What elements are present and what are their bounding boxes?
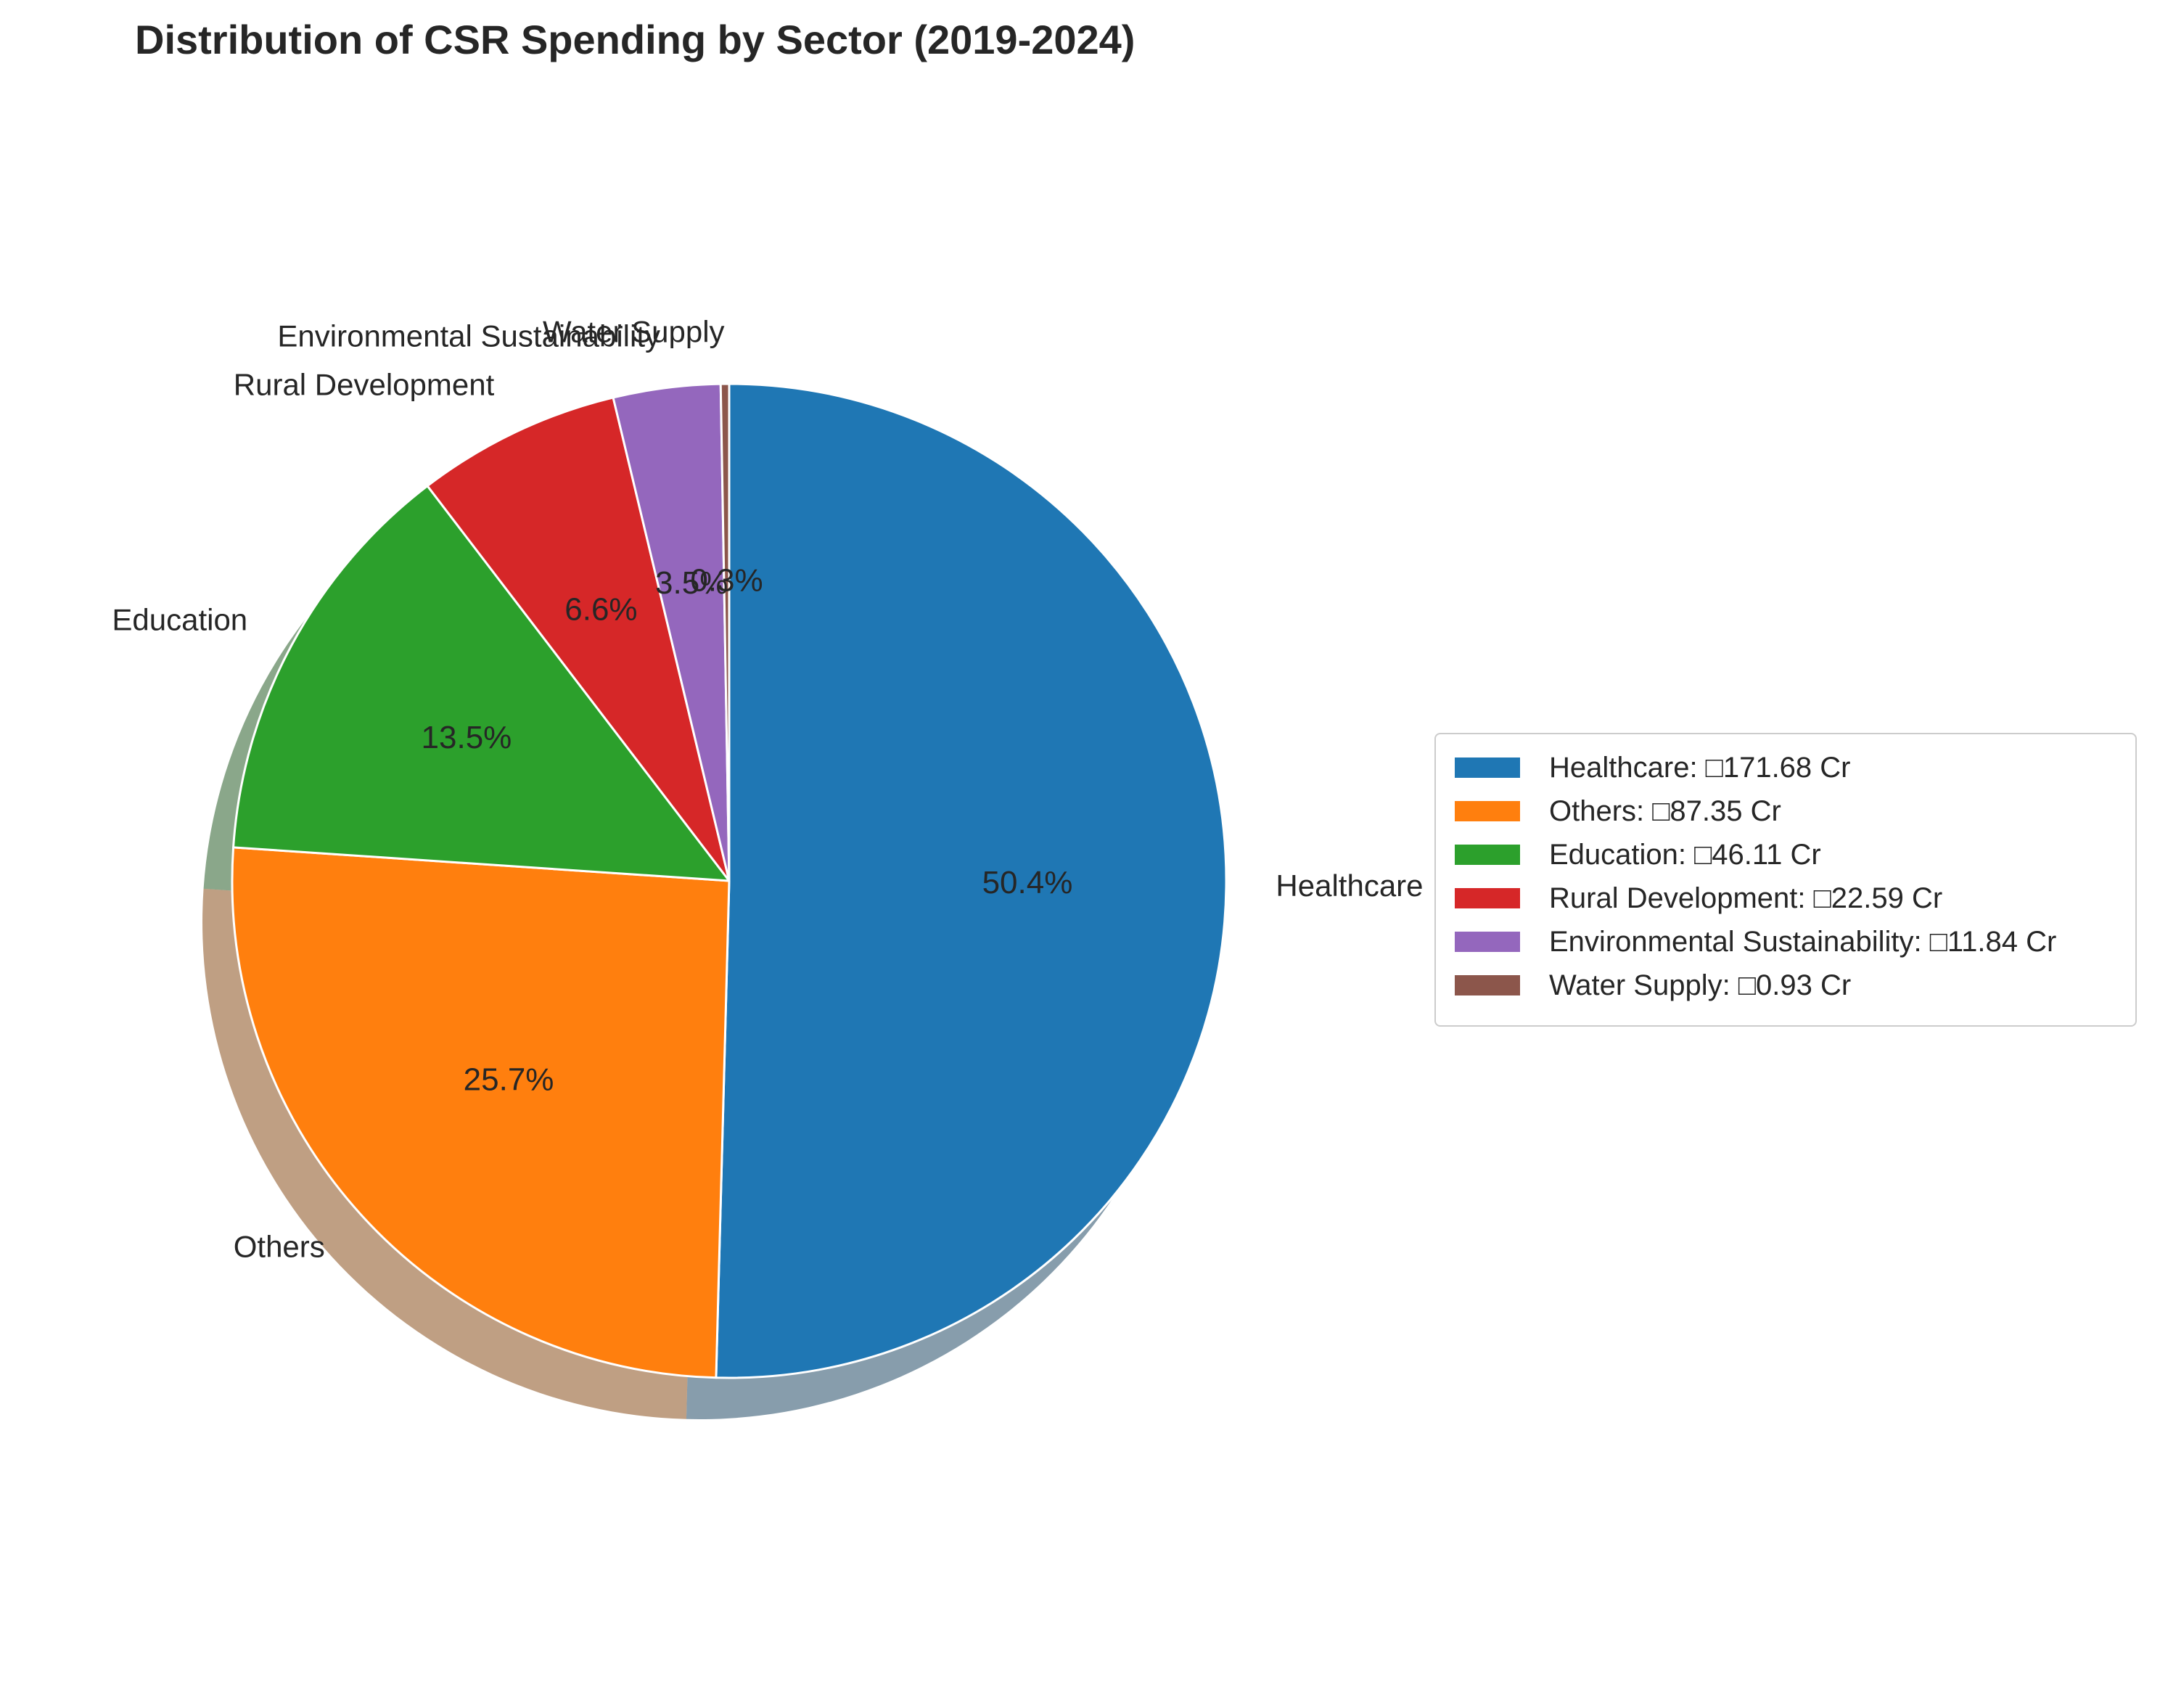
chart-title: Distribution of CSR Spending by Sector (…: [135, 17, 1136, 62]
legend-item: Education: □46.11 Cr: [1455, 833, 2135, 876]
legend-item: Others: □87.35 Cr: [1455, 789, 2135, 833]
legend-label: Environmental Sustainability: □11.84 Cr: [1549, 925, 2057, 958]
slice-label: Water Supply: [543, 315, 725, 349]
slice-label: Rural Development: [234, 368, 495, 402]
slice-percent-label: 3.5%: [655, 565, 728, 601]
legend-label: Healthcare: □171.68 Cr: [1549, 751, 1851, 784]
pie-slice-others: [231, 846, 731, 1379]
slice-percent-label: 0.3%: [690, 563, 763, 599]
slice-label: Environmental Sustainability: [277, 319, 660, 353]
legend-item: Rural Development: □22.59 Cr: [1455, 876, 2135, 920]
slice-label: Education: [112, 603, 247, 637]
slice-percent-label: 50.4%: [982, 865, 1073, 900]
legend-item: Water Supply: □0.93 Cr: [1455, 964, 2135, 1007]
legend-swatch: [1455, 845, 1520, 865]
pie-slice-education: [232, 485, 731, 882]
pie-slice-rural-development: [426, 396, 731, 882]
pie-slices: [231, 382, 1228, 1379]
legend-label: Water Supply: □0.93 Cr: [1549, 969, 1852, 1001]
legend-label: Education: □46.11 Cr: [1549, 838, 1821, 871]
slice-percent-label: 6.6%: [564, 591, 637, 627]
legend-item: Environmental Sustainability: □11.84 Cr: [1455, 920, 2135, 964]
legend-swatch: [1455, 975, 1520, 995]
pie-slice-water-supply: [719, 382, 731, 882]
legend-swatch: [1455, 757, 1520, 778]
legend-swatch: [1455, 888, 1520, 908]
legend-swatch: [1455, 801, 1520, 821]
legend: Healthcare: □171.68 Cr Others: □87.35 Cr E…: [1434, 733, 2137, 1027]
pie-labels: Healthcare 50.4% Others 25.7% Education 13.5%…: [112, 315, 1423, 1264]
slice-percent-label: 25.7%: [464, 1062, 554, 1097]
legend-swatch: [1455, 932, 1520, 952]
slice-label: Others: [234, 1229, 325, 1263]
legend-label: Rural Development: □22.59 Cr: [1549, 882, 1943, 914]
pie-slice-healthcare: [715, 382, 1228, 1379]
slice-label: Healthcare: [1276, 869, 1423, 903]
legend-label: Others: □87.35 Cr: [1549, 795, 1781, 827]
slice-percent-label: 13.5%: [422, 720, 512, 755]
legend-item: Healthcare: □171.68 Cr: [1455, 746, 2135, 789]
